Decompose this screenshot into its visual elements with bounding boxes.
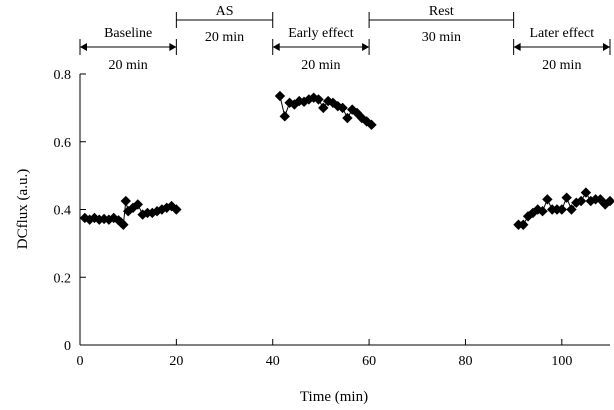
data-point-diamond — [156, 204, 168, 215]
arrow-left-icon — [272, 43, 280, 51]
period-baseline: Baseline 20 min — [79, 26, 177, 73]
data-point-diamond — [120, 195, 131, 207]
x-tick-label: 20 — [169, 354, 183, 369]
period-label: Baseline — [104, 26, 152, 41]
data-point-diamond — [604, 195, 614, 207]
data-point-diamond — [132, 199, 144, 210]
data-point-diamond — [322, 95, 334, 107]
data-point-diamond — [79, 212, 91, 224]
data-point-diamond — [279, 111, 290, 122]
data-point-diamond — [542, 194, 553, 205]
data-point-diamond — [342, 112, 353, 124]
data-points — [79, 90, 614, 230]
period-duration: 20 min — [301, 58, 340, 73]
data-point-diamond — [284, 97, 295, 108]
data-point-diamond — [561, 192, 572, 203]
data-point-diamond — [347, 104, 358, 115]
period-duration: 20 min — [205, 30, 244, 45]
y-tick-label: 0 — [64, 339, 71, 354]
x-tick-label: 80 — [458, 354, 472, 369]
x-tick-label: 60 — [362, 354, 376, 369]
data-point-diamond — [537, 205, 548, 217]
period-label: Early effect — [288, 26, 354, 41]
y-tick-label: 0.2 — [54, 271, 72, 286]
data-point-diamond — [151, 205, 163, 217]
y-axis-title: DCflux (a.u.) — [15, 169, 31, 249]
period-annotations: Baseline 20 min AS 20 min Early effect 20 min… — [79, 4, 611, 73]
period-early-effect: Early effect 20 min — [272, 26, 370, 73]
data-point-diamond — [294, 95, 305, 107]
arrow-right-icon — [362, 43, 370, 51]
x-tick-label: 40 — [266, 354, 280, 369]
data-point-diamond — [313, 94, 324, 105]
data-point-diamond — [522, 211, 534, 222]
period-label: Later effect — [529, 26, 594, 41]
y-tick-label: 0.4 — [54, 204, 72, 219]
data-point-diamond — [532, 204, 543, 215]
y-tick-label: 0.8 — [54, 68, 72, 83]
data-point-diamond — [274, 90, 286, 102]
x-axis-title: Time (min) — [300, 389, 368, 405]
data-point-diamond — [566, 204, 577, 215]
data-point-diamond — [118, 219, 129, 230]
y-ticks: 0 0.2 0.4 0.6 0.8 — [54, 68, 86, 354]
period-duration: 30 min — [422, 30, 461, 45]
series-early-effect — [274, 90, 377, 131]
data-point-diamond — [575, 195, 587, 207]
period-as: AS 20 min — [175, 4, 274, 45]
arrow-left-icon — [513, 43, 521, 51]
data-point-diamond — [518, 219, 529, 230]
data-point-diamond — [318, 102, 329, 114]
data-point-diamond — [84, 214, 95, 225]
data-point-diamond — [171, 204, 182, 215]
period-rest: Rest 30 min — [368, 4, 515, 45]
data-point-diamond — [580, 187, 592, 198]
arrow-right-icon — [603, 43, 610, 51]
data-point-diamond — [89, 212, 100, 224]
data-point-diamond — [289, 99, 300, 110]
data-point-diamond — [337, 102, 348, 114]
data-point-diamond — [585, 195, 596, 207]
period-label: AS — [216, 4, 234, 19]
series-later-effect — [513, 187, 614, 230]
data-point-diamond — [366, 119, 377, 131]
period-duration: 20 min — [542, 58, 581, 73]
arrow-left-icon — [80, 43, 87, 51]
data-point-diamond — [556, 204, 568, 215]
data-point-diamond — [108, 212, 119, 224]
period-later-effect: Later effect 20 min — [513, 26, 611, 73]
y-tick-label: 0.6 — [54, 136, 72, 151]
x-tick-label: 0 — [77, 354, 84, 369]
x-tick-label: 100 — [551, 354, 572, 369]
period-label: Rest — [429, 4, 454, 19]
data-point-diamond — [103, 214, 115, 225]
arrow-right-icon — [169, 43, 177, 51]
data-point-diamond — [571, 197, 582, 208]
data-point-diamond — [599, 199, 611, 210]
period-duration: 20 min — [109, 58, 148, 73]
series-baseline — [79, 195, 182, 230]
x-ticks: 0 20 40 60 80 100 — [77, 339, 572, 369]
